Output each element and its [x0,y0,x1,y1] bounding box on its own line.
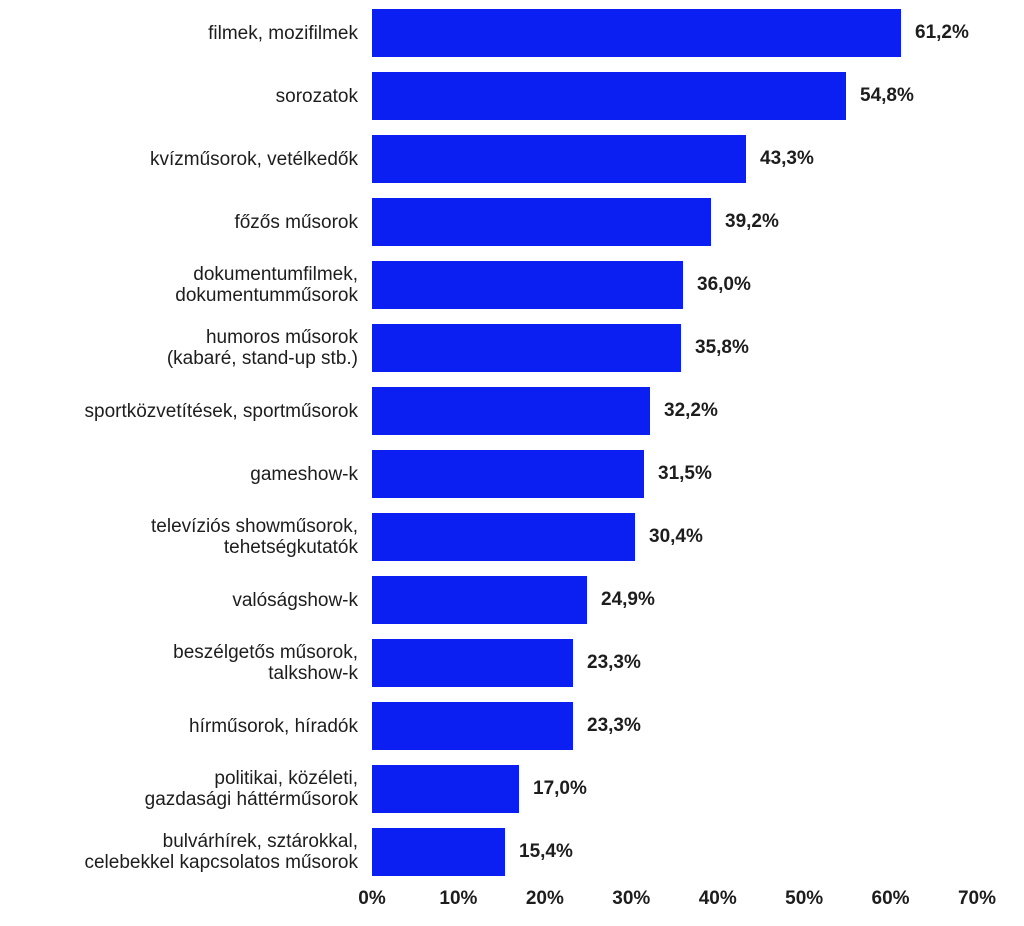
chart-row: kvízműsorok, vetélkedők 43,3% [0,135,1024,183]
value-label: 35,8% [695,337,749,358]
category-label: hírműsorok, híradók [189,715,358,737]
bar [372,765,519,813]
category-label: dokumentumfilmek, dokumentumműsorok [175,264,358,306]
value-label: 43,3% [760,148,814,169]
x-axis-tick: 60% [871,888,910,909]
x-axis-tick: 40% [698,888,737,909]
bar-track: 36,0% [372,261,1024,309]
category-label: valóságshow-k [232,589,358,611]
value-label: 39,2% [725,211,779,232]
value-label: 31,5% [658,463,712,484]
value-label: 23,3% [587,652,641,673]
chart-row: valóságshow-k 24,9% [0,576,1024,624]
value-label: 54,8% [860,85,914,106]
bar-track: 35,8% [372,324,1024,372]
value-label: 15,4% [519,841,573,862]
value-label: 24,9% [601,589,655,610]
chart-row: bulvárhírek, sztárokkal, celebekkel kapc… [0,828,1024,876]
bar [372,576,587,624]
chart-row: televíziós showműsorok, tehetségkutatók 3… [0,513,1024,561]
bar [372,450,644,498]
category-label: kvízműsorok, vetélkedők [149,148,358,170]
bar [372,828,505,876]
bar-track: 30,4% [372,513,1024,561]
value-label: 30,4% [649,526,703,547]
category-label: sportközvetítések, sportműsorok [84,400,359,422]
chart-row: humoros műsorok (kabaré, stand-up stb.) 3… [0,324,1024,372]
category-label: politikai, közéleti, gazdasági háttérműs… [144,768,358,810]
bar-track: 61,2% [372,9,1024,57]
value-label: 61,2% [915,22,969,43]
chart-row: beszélgetős műsorok, talkshow-k 23,3% [0,639,1024,687]
bar [372,135,746,183]
chart-row: politikai, közéleti, gazdasági háttérműs… [0,765,1024,813]
x-axis-tick: 70% [957,888,997,909]
x-axis-tick: 10% [439,888,478,909]
category-label: televíziós showműsorok, tehetségkutatók [151,516,358,558]
chart-row: sportközvetítések, sportműsorok 32,2% [0,387,1024,435]
bar-track: 32,2% [372,387,1024,435]
category-label: sorozatok [275,85,358,107]
chart-row: sorozatok 54,8% [0,72,1024,120]
bar [372,198,711,246]
bar [372,513,635,561]
chart-row: gameshow-k 31,5% [0,450,1024,498]
bar [372,324,681,372]
bar [372,9,901,57]
bar-track: 43,3% [372,135,1024,183]
category-label: gameshow-k [250,463,358,485]
bar-track: 17,0% [372,765,1024,813]
bar-track: 39,2% [372,198,1024,246]
bar [372,387,650,435]
x-axis-tick: 20% [525,888,564,909]
bar-track: 23,3% [372,702,1024,750]
category-label: filmek, mozifilmek [208,22,358,44]
bar-track: 23,3% [372,639,1024,687]
category-label: beszélgetős műsorok, talkshow-k [173,642,358,684]
value-label: 23,3% [587,715,641,736]
bar [372,261,683,309]
bar [372,639,573,687]
value-label: 32,2% [664,400,718,421]
category-label: főzős műsorok [234,211,358,233]
chart-row: hírműsorok, híradók 23,3% [0,702,1024,750]
chart-row: filmek, mozifilmek 61,2% [0,9,1024,57]
bar [372,72,846,120]
bar-track: 31,5% [372,450,1024,498]
x-axis-tick: 0% [358,888,386,909]
chart-rows: filmek, mozifilmek 61,2% sorozatok 54,8% kví… [0,9,1024,876]
bar [372,702,573,750]
x-axis-tick: 30% [612,888,651,909]
value-label: 17,0% [533,778,587,799]
value-label: 36,0% [697,274,751,295]
category-label: bulvárhírek, sztárokkal, celebekkel kapc… [84,831,358,873]
bar-track: 54,8% [372,72,1024,120]
bar-track: 15,4% [372,828,1024,876]
category-label: humoros műsorok (kabaré, stand-up stb.) [166,327,358,369]
x-axis: 0% 10% 20% 30% 40% 50% 60% 70% [358,888,996,912]
x-axis-tick: 50% [785,888,824,909]
chart-row: főzős műsorok 39,2% [0,198,1024,246]
bar-track: 24,9% [372,576,1024,624]
chart-row: dokumentumfilmek, dokumentumműsorok 36,0% [0,261,1024,309]
